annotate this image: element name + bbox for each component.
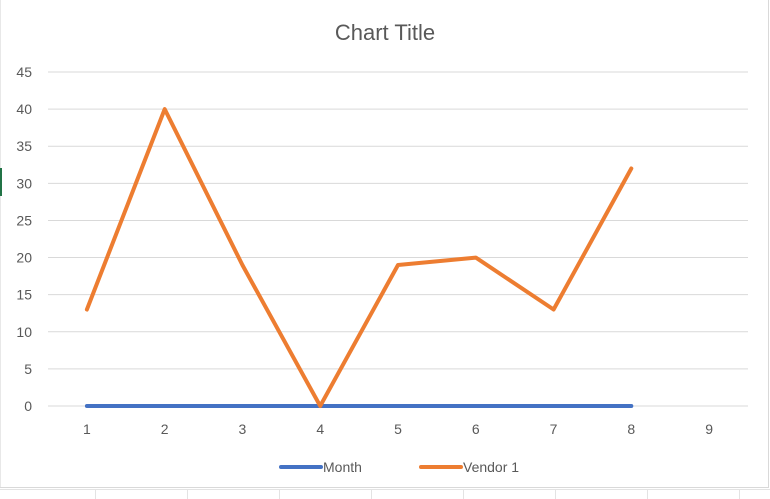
cell-divider — [371, 490, 372, 499]
x-tick-label: 4 — [316, 421, 324, 437]
legend: Month Vendor 1 — [279, 459, 519, 475]
cell-divider — [739, 490, 740, 499]
cell-divider — [95, 490, 96, 499]
x-tick-label: 9 — [705, 421, 713, 437]
y-tick-label: 10 — [16, 324, 32, 340]
cell-divider — [647, 490, 648, 499]
x-tick-label: 7 — [550, 421, 558, 437]
legend-label: Month — [323, 459, 362, 475]
y-tick-label: 0 — [24, 398, 32, 414]
y-tick-label: 20 — [16, 250, 32, 266]
cell-divider — [463, 490, 464, 499]
sheet-edge — [0, 0, 1, 488]
y-tick-label: 35 — [16, 138, 32, 154]
x-tick-label: 1 — [83, 421, 91, 437]
x-tick-label: 6 — [472, 421, 480, 437]
x-tick-label: 3 — [239, 421, 247, 437]
series-lines — [84, 107, 634, 408]
cell-divider — [187, 490, 188, 499]
cell-divider — [279, 490, 280, 499]
active-row-marker — [0, 168, 2, 196]
y-tick-label: 5 — [24, 361, 32, 377]
y-tick-label: 25 — [16, 212, 32, 228]
x-axis-ticks: 1 2 3 4 5 6 7 8 9 — [83, 421, 713, 437]
cell-divider — [555, 490, 556, 499]
x-tick-label: 2 — [161, 421, 169, 437]
y-tick-label: 30 — [16, 175, 32, 191]
y-tick-label: 45 — [16, 64, 32, 80]
series-line-1 — [84, 107, 634, 408]
spreadsheet-row-strip — [0, 489, 770, 499]
chart-title: Chart Title — [335, 20, 435, 45]
legend-label: Vendor 1 — [463, 459, 519, 475]
y-tick-label: 15 — [16, 287, 32, 303]
x-tick-label: 8 — [627, 421, 635, 437]
x-tick-label: 5 — [394, 421, 402, 437]
grid-lines — [48, 71, 748, 407]
y-tick-label: 40 — [16, 101, 32, 117]
y-axis-ticks: 0 5 10 15 20 25 30 35 40 45 — [16, 64, 32, 414]
